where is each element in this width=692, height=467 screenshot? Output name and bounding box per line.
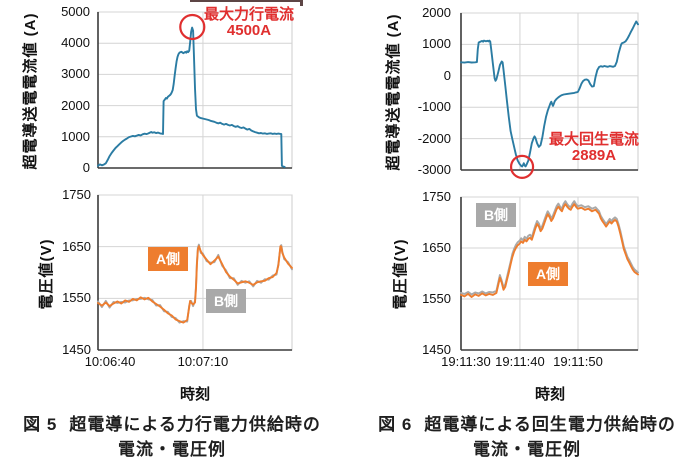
y-tick-label: 0	[443, 67, 451, 83]
fig5-caption-text: 超電導による力行電力供給時の	[69, 415, 321, 434]
fig5-series-a-badge: A側	[148, 247, 188, 271]
fig6-x-axis-title: 時刻	[534, 386, 565, 403]
annotation-value: 2889A	[571, 147, 617, 164]
y-tick-label: 1750	[422, 189, 451, 204]
y-tick-label: -1000	[417, 99, 451, 115]
y-tick-label: 1000	[422, 36, 451, 52]
y-tick-label: 1650	[62, 238, 91, 254]
y-tick-label: 2000	[61, 97, 90, 113]
y-tick-label: 1650	[422, 240, 451, 255]
fig5-caption: 図 5 超電導による力行電力供給時の 電流・電圧例	[2, 412, 342, 462]
fig6-max-regen-current-annotation: 最大回生電流 2889A	[542, 132, 646, 164]
fig6-caption: 図 6 超電導による回生電力供給時の 電流・電圧例	[357, 412, 692, 462]
x-tick-label: 19:11:40	[495, 354, 545, 369]
x-tick-label: 10:07:10	[177, 354, 229, 369]
y-tick-label: 2000	[422, 5, 451, 20]
annotation-label: 最大力行電流	[203, 6, 294, 23]
y-tick-label: 3000	[61, 66, 90, 82]
annotation-value: 4500A	[226, 22, 272, 39]
fig6-caption-line2: 電流・電圧例	[473, 440, 581, 459]
fig6-caption-number: 図 6	[378, 415, 413, 434]
fig6-current-y-axis-label: 超電導送電電流値 (A)	[385, 13, 402, 171]
fig5-x-axis-title: 時刻	[179, 386, 210, 403]
y-tick-label: 1550	[422, 291, 451, 306]
x-tick-label: 10:06:40	[84, 354, 136, 369]
y-tick-label: 4000	[61, 35, 90, 51]
y-tick-label: 1000	[61, 128, 90, 144]
y-tick-label: 1450	[422, 342, 451, 357]
fig5-max-powering-current-annotation: 最大力行電流 4500A	[197, 7, 301, 39]
fig5-series-b-badge: B側	[206, 289, 246, 313]
annotation-label: 最大回生電流	[548, 131, 639, 148]
fig6-caption-line1: 図 6 超電導による回生電力供給時の	[357, 412, 692, 437]
y-tick-label: -3000	[417, 162, 451, 177]
y-tick-label: -2000	[417, 130, 451, 146]
x-tick-label: 19:11:50	[553, 354, 603, 369]
fig5-caption-number: 図 5	[23, 415, 58, 434]
cropped-artifact-line	[190, 0, 302, 2]
fig5-current-y-axis-label: 超電導送電電流値 (A)	[22, 12, 39, 170]
x-tick-label: 19:11:30	[441, 354, 491, 369]
y-tick-label: 0	[82, 160, 90, 175]
fig6-series-b-badge: B側	[476, 203, 516, 227]
y-tick-label: 1450	[62, 342, 91, 357]
fig6-caption-text: 超電導による回生電力供給時の	[424, 415, 676, 434]
y-tick-label: 1550	[62, 290, 91, 306]
fig5-caption-line1: 図 5 超電導による力行電力供給時の	[2, 412, 342, 437]
y-tick-label: 5000	[61, 4, 90, 19]
fig6-series-a-badge: A側	[528, 262, 568, 286]
cropped-artifact-hook	[300, 0, 303, 6]
y-tick-label: 1750	[62, 187, 91, 202]
fig5-caption-line2: 電流・電圧例	[118, 440, 226, 459]
